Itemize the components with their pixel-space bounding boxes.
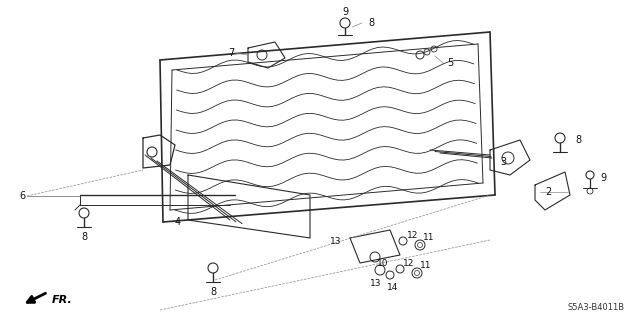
Text: 9: 9 xyxy=(600,173,606,183)
Text: 4: 4 xyxy=(175,217,181,227)
Text: 8: 8 xyxy=(81,232,87,242)
Text: 11: 11 xyxy=(423,234,435,242)
Text: 5: 5 xyxy=(447,58,453,68)
Text: 12: 12 xyxy=(407,231,419,240)
Text: 3: 3 xyxy=(500,157,506,167)
Text: 8: 8 xyxy=(575,135,581,145)
Text: 8: 8 xyxy=(368,18,374,28)
Text: 6: 6 xyxy=(19,191,25,201)
Text: 10: 10 xyxy=(377,258,388,268)
Text: 8: 8 xyxy=(210,287,216,297)
Text: 12: 12 xyxy=(403,258,414,268)
Text: 13: 13 xyxy=(370,278,381,287)
Text: 13: 13 xyxy=(330,238,342,247)
Text: FR.: FR. xyxy=(52,295,73,305)
Text: 14: 14 xyxy=(387,283,398,292)
Text: 7: 7 xyxy=(228,48,234,58)
Text: 11: 11 xyxy=(420,262,431,271)
Text: 9: 9 xyxy=(342,7,348,17)
Text: 2: 2 xyxy=(545,187,551,197)
Text: S5A3-B4011B: S5A3-B4011B xyxy=(568,303,625,312)
